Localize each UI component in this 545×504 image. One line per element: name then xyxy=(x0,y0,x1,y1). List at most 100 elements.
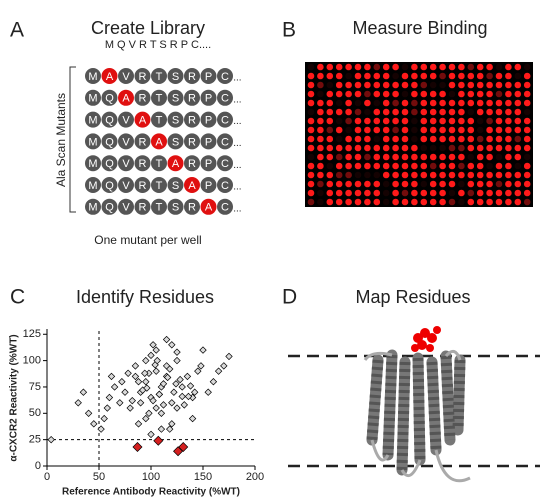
well xyxy=(524,109,531,116)
well xyxy=(374,73,381,80)
well xyxy=(468,199,475,206)
y-tick-label: 0 xyxy=(35,460,41,472)
well xyxy=(392,199,399,206)
well xyxy=(458,181,465,188)
well xyxy=(468,190,475,197)
well xyxy=(458,73,465,80)
well xyxy=(308,145,315,152)
well xyxy=(524,145,531,152)
well xyxy=(355,127,362,134)
well xyxy=(430,145,437,152)
well xyxy=(449,91,456,98)
residue-letter: T xyxy=(156,115,163,127)
point xyxy=(169,400,175,406)
well xyxy=(430,118,437,125)
well xyxy=(449,190,456,197)
well xyxy=(383,82,390,89)
well xyxy=(477,109,484,116)
well xyxy=(317,64,324,71)
well xyxy=(515,199,522,206)
residue-letter: A xyxy=(139,115,147,127)
point xyxy=(133,443,142,452)
point xyxy=(143,357,149,363)
residue-letter: T xyxy=(156,93,163,105)
well xyxy=(486,145,493,152)
well xyxy=(327,73,334,80)
well xyxy=(355,172,362,179)
well xyxy=(430,109,437,116)
well xyxy=(458,100,465,107)
well xyxy=(411,145,418,152)
x-tick-label: 50 xyxy=(93,471,105,483)
well xyxy=(524,190,531,197)
point xyxy=(156,391,162,397)
well xyxy=(524,73,531,80)
residue-letter: A xyxy=(106,71,114,83)
well xyxy=(477,118,484,125)
well xyxy=(439,154,446,161)
well xyxy=(505,163,512,170)
point xyxy=(80,389,86,395)
well xyxy=(364,145,371,152)
well xyxy=(515,163,522,170)
residue-letter: R xyxy=(188,158,196,170)
protein xyxy=(288,326,540,481)
well xyxy=(392,64,399,71)
point xyxy=(200,347,206,353)
well xyxy=(477,172,484,179)
well xyxy=(477,145,484,152)
well xyxy=(486,127,493,134)
well xyxy=(336,91,343,98)
well xyxy=(317,136,324,143)
well xyxy=(327,82,334,89)
residue-letter: S xyxy=(172,202,179,214)
point xyxy=(174,405,180,411)
well xyxy=(364,199,371,206)
well xyxy=(449,163,456,170)
point xyxy=(181,402,187,408)
well xyxy=(411,190,418,197)
point xyxy=(177,376,183,382)
well xyxy=(383,127,390,134)
well xyxy=(374,163,381,170)
well xyxy=(374,64,381,71)
well xyxy=(449,64,456,71)
well xyxy=(411,109,418,116)
point xyxy=(173,381,179,387)
well xyxy=(308,172,315,179)
well xyxy=(317,199,324,206)
well xyxy=(411,127,418,134)
point xyxy=(132,363,138,369)
residue-letter: P xyxy=(205,136,212,148)
well xyxy=(430,73,437,80)
well xyxy=(308,127,315,134)
well xyxy=(374,172,381,179)
well xyxy=(505,82,512,89)
well xyxy=(402,118,409,125)
residue-letter: R xyxy=(139,158,147,170)
well xyxy=(317,145,324,152)
well xyxy=(374,145,381,152)
well xyxy=(374,199,381,206)
point xyxy=(143,415,149,421)
well xyxy=(458,145,465,152)
well xyxy=(327,100,334,107)
well xyxy=(439,118,446,125)
well xyxy=(355,154,362,161)
well xyxy=(496,181,503,188)
well xyxy=(308,154,315,161)
y-tick-label: 75 xyxy=(29,381,41,393)
well xyxy=(430,163,437,170)
well xyxy=(421,100,428,107)
well xyxy=(374,82,381,89)
x-tick-label: 150 xyxy=(194,471,212,483)
well xyxy=(439,145,446,152)
well xyxy=(449,100,456,107)
well xyxy=(392,172,399,179)
panel-letter: D xyxy=(282,286,297,309)
well xyxy=(355,109,362,116)
point xyxy=(189,415,195,421)
well xyxy=(515,118,522,125)
point xyxy=(137,400,143,406)
well xyxy=(515,82,522,89)
